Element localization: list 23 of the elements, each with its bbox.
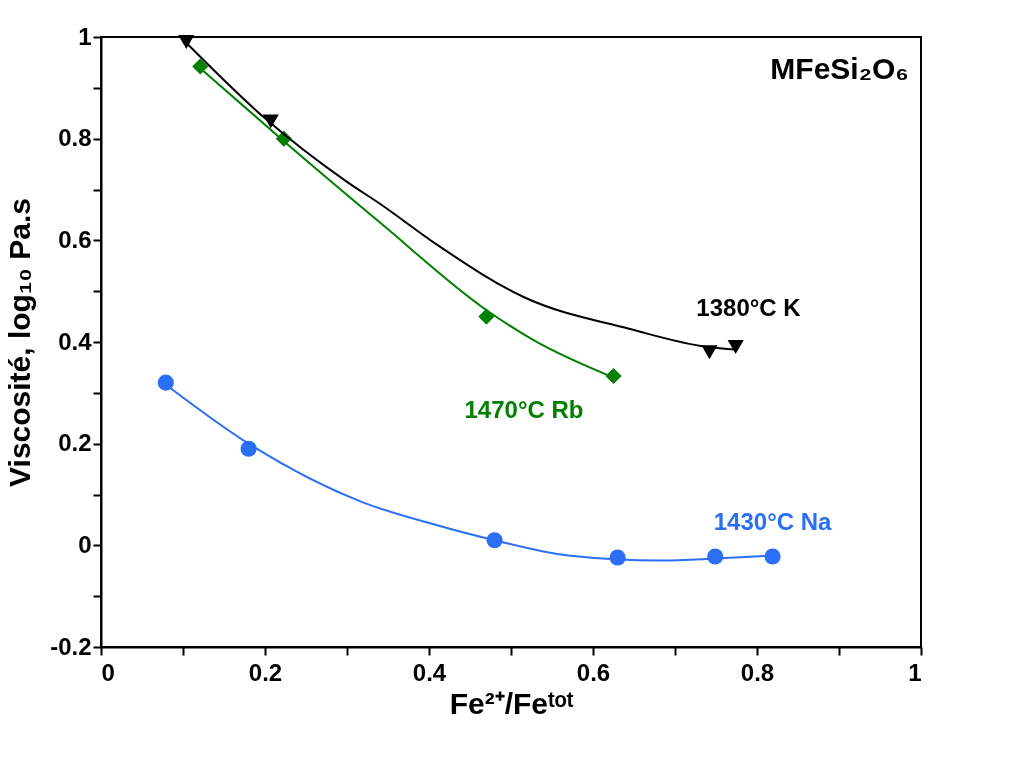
x-tick-label: 0 [101,658,115,686]
y-tick-label: 0.6 [58,225,92,253]
point [727,340,744,355]
annotation: MFeSi₂O₆ [770,52,909,85]
series-label: 1380°C K [696,294,802,322]
x-tick-label: 0.6 [576,658,611,686]
point [157,374,174,391]
x-tick-label: 0.8 [740,658,775,686]
y-tick-label: 0.8 [58,124,92,152]
x-tick-label: 0.2 [248,658,283,686]
x-axis-title: Fe²⁺/Feᵗᵒᵗ [449,686,574,720]
y-axis-title: Viscosité, log₁₀ Pa.s [3,198,37,487]
y-tick-label: 0.2 [58,429,92,457]
x-tick-label: 1 [908,658,922,686]
y-tick-label: -0.2 [50,632,92,660]
point [478,308,495,325]
series-label: 1430°C Na [713,507,833,535]
series-label: 1470°C Rb [464,396,584,424]
point [178,35,195,50]
y-tick-label: 1 [78,22,92,50]
x-tick-label: 0.4 [412,658,447,686]
y-tick-label: 0.4 [58,327,93,355]
y-tick-label: 0 [78,530,92,558]
